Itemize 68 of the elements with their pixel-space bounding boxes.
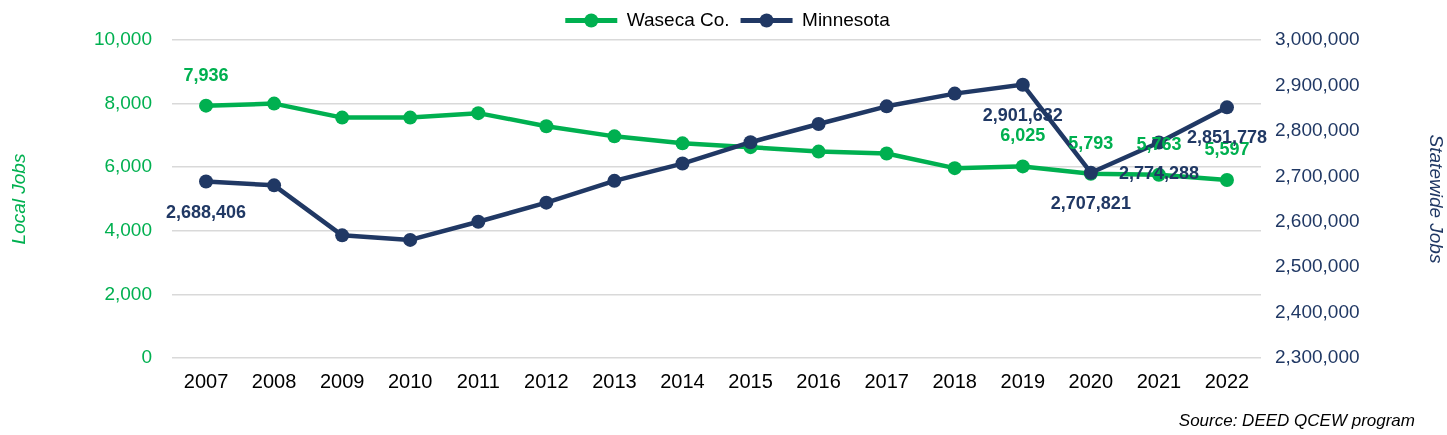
- data-label: 2,774,288: [1118, 162, 1199, 183]
- point: [1015, 77, 1030, 92]
- x-tick-label: 2007: [183, 369, 229, 392]
- legend-label: Minnesota: [802, 8, 891, 30]
- point: [471, 214, 486, 229]
- point: [811, 117, 826, 132]
- x-tick-label: 2019: [1000, 369, 1046, 392]
- point: [403, 232, 418, 247]
- y-tick-label: 4,000: [104, 219, 152, 241]
- data-label: 7,936: [183, 64, 229, 85]
- source-note: Source: DEED QCEW program: [1178, 410, 1415, 430]
- x-tick-label: 2018: [932, 369, 977, 392]
- x-tick-label: 2015: [728, 369, 773, 392]
- point: [267, 96, 282, 111]
- y-tick-label: 0: [141, 346, 152, 368]
- x-tick-label: 2020: [1068, 369, 1114, 392]
- point: [607, 173, 622, 188]
- y2-tick-label: 2,700,000: [1275, 164, 1360, 186]
- y2-tick-label: 2,800,000: [1275, 119, 1360, 141]
- point: [403, 110, 418, 125]
- x-tick-label: 2013: [592, 369, 637, 392]
- data-label: 6,025: [1000, 125, 1046, 146]
- point: [675, 136, 690, 151]
- point: [1219, 100, 1234, 115]
- y2-tick-label: 2,500,000: [1275, 255, 1360, 277]
- point: [879, 146, 894, 161]
- y2-tick-label: 2,600,000: [1275, 209, 1360, 231]
- data-label: 2,688,406: [165, 201, 247, 222]
- x-tick-label: 2008: [251, 369, 297, 392]
- point: [743, 135, 758, 150]
- y2-tick-label: 2,400,000: [1275, 300, 1360, 322]
- y2-axis-title: Statewide Jobs: [1426, 134, 1447, 264]
- x-tick-label: 2009: [319, 369, 365, 392]
- point: [539, 195, 554, 210]
- y-tick-label: 10,000: [93, 28, 152, 50]
- y-tick-label: 8,000: [104, 91, 152, 113]
- y-tick-label: 6,000: [104, 155, 152, 177]
- point: [879, 99, 894, 114]
- point: [947, 161, 962, 176]
- x-tick-label: 2012: [524, 369, 569, 392]
- point: [1015, 159, 1030, 174]
- x-tick-label: 2017: [864, 369, 909, 392]
- point: [539, 119, 554, 134]
- point: [267, 178, 282, 193]
- legend-label: Waseca Co.: [626, 8, 730, 30]
- x-tick-label: 2022: [1204, 369, 1250, 392]
- y2-tick-label: 3,000,000: [1275, 28, 1360, 50]
- y2-tick-label: 2,900,000: [1275, 73, 1360, 95]
- x-tick-label: 2016: [796, 369, 841, 392]
- point: [335, 228, 350, 243]
- data-label: 2,707,821: [1050, 192, 1131, 213]
- y2-tick-label: 2,300,000: [1275, 346, 1360, 368]
- data-label: 5,793: [1068, 132, 1114, 153]
- y-tick-label: 2,000: [104, 282, 152, 304]
- x-tick-label: 2021: [1136, 369, 1182, 392]
- point: [471, 106, 486, 121]
- point: [675, 156, 690, 171]
- point: [607, 129, 622, 144]
- point: [335, 110, 350, 125]
- x-tick-label: 2010: [387, 369, 433, 392]
- point: [199, 174, 214, 189]
- y-axis-title: Local Jobs: [7, 153, 29, 245]
- point: [811, 144, 826, 159]
- x-tick-label: 2014: [660, 369, 705, 392]
- point: [947, 86, 962, 101]
- point: [1219, 173, 1234, 188]
- x-tick-label: 2011: [456, 369, 500, 392]
- point: [199, 98, 214, 113]
